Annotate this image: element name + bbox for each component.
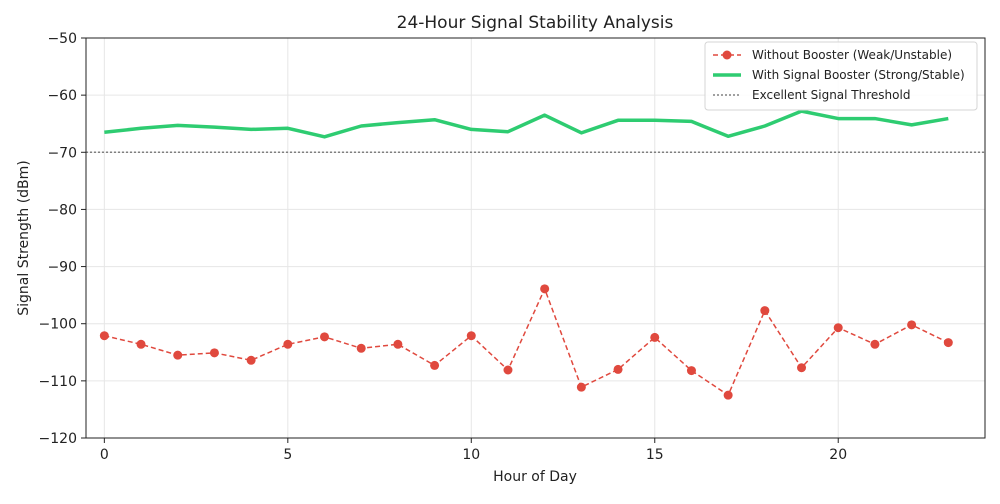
x-tick-label: 10 [462, 447, 480, 463]
series-layer [99, 109, 953, 400]
data-point-without-booster [393, 339, 403, 349]
legend-label-with-booster: With Signal Booster (Strong/Stable) [752, 68, 965, 82]
chart-title: 24-Hour Signal Stability Analysis [397, 13, 674, 33]
data-point-without-booster [797, 363, 807, 373]
series-line-with-booster [104, 109, 949, 139]
data-point-without-booster [246, 355, 256, 365]
data-point-without-booster [943, 338, 953, 348]
ticks-layer: 0 5 10 15 20 −50 −60 −70 −80 −90 −100 −110 −120 [39, 31, 848, 463]
data-point-without-booster [430, 360, 440, 370]
legend-box [704, 41, 978, 111]
data-point-without-booster [136, 339, 146, 349]
data-point-without-booster [760, 306, 770, 316]
x-axis-label: Hour of Day [493, 469, 577, 485]
legend-label-threshold: Excellent Signal Threshold [752, 88, 910, 102]
data-point-without-booster [650, 332, 660, 342]
legend-marker-without-booster [722, 50, 732, 60]
y-tick-label: −60 [47, 88, 77, 104]
y-tick-label: −110 [39, 374, 77, 390]
data-point-without-booster [723, 390, 733, 400]
legend: Without Booster (Weak/Unstable) With Sig… [704, 41, 978, 111]
data-point-without-booster [870, 339, 880, 349]
y-tick-label: −100 [39, 317, 77, 333]
data-point-without-booster [173, 350, 183, 360]
data-point-without-booster [320, 332, 330, 342]
y-tick-label: −120 [39, 431, 77, 447]
data-point-without-booster [356, 343, 366, 353]
data-point-without-booster [209, 348, 219, 358]
data-point-without-booster [466, 331, 476, 341]
data-point-without-booster [613, 364, 623, 374]
plot-frame [85, 37, 986, 439]
x-tick-label: 5 [283, 447, 292, 463]
data-point-without-booster [283, 339, 293, 349]
y-tick-label: −90 [47, 260, 77, 276]
data-point-without-booster [686, 366, 696, 376]
series-line-without-booster [104, 286, 949, 397]
legend-label-without-booster: Without Booster (Weak/Unstable) [752, 48, 952, 62]
data-point-without-booster [540, 284, 550, 294]
y-tick-label: −50 [47, 31, 77, 47]
data-point-without-booster [503, 365, 513, 375]
data-point-without-booster [576, 382, 586, 392]
y-axis-label: Signal Strength (dBm) [16, 160, 32, 316]
y-tick-label: −80 [47, 202, 77, 218]
x-tick-label: 0 [100, 447, 109, 463]
data-point-without-booster [833, 323, 843, 333]
y-tick-label: −70 [47, 145, 77, 161]
x-tick-label: 20 [829, 447, 847, 463]
data-point-without-booster [907, 320, 917, 330]
x-tick-label: 15 [646, 447, 664, 463]
data-point-without-booster [99, 331, 109, 341]
